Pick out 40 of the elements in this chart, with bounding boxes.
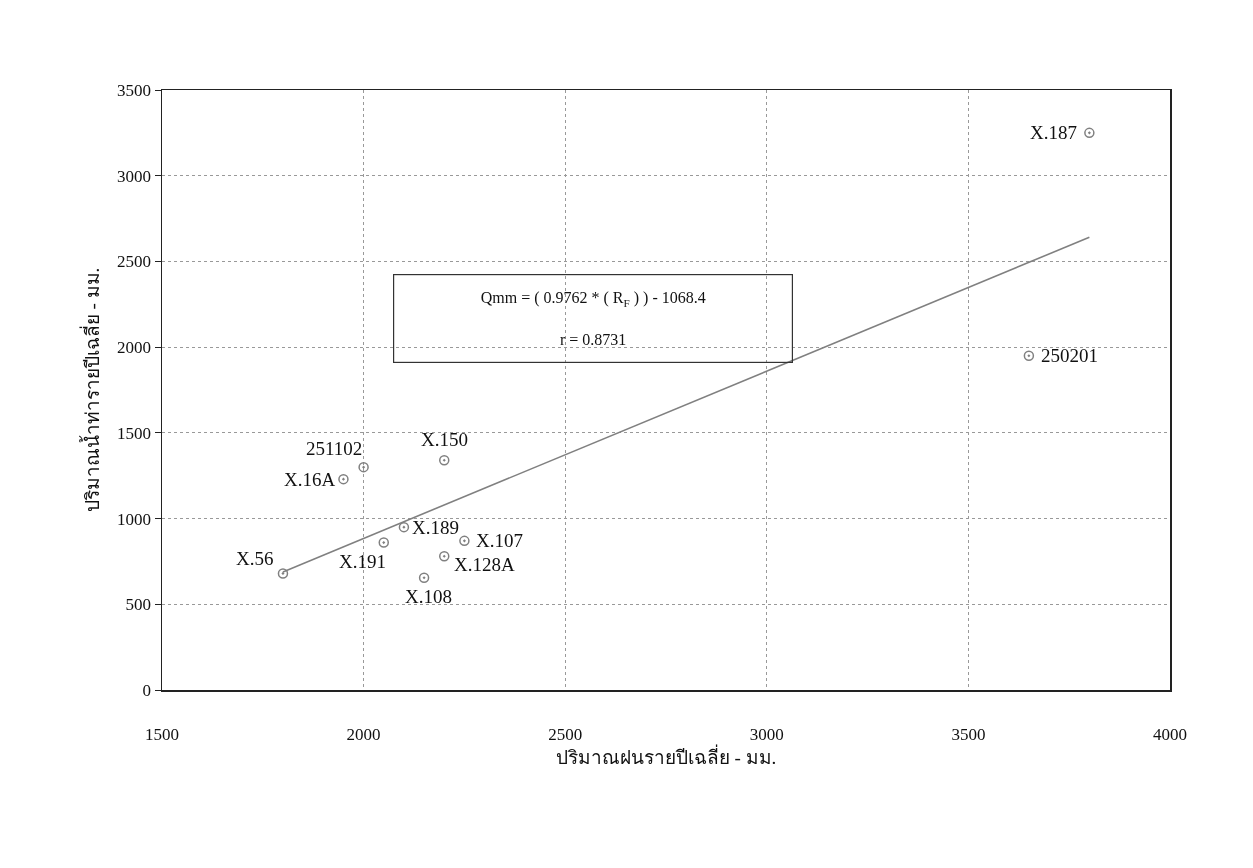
annotation: X.150 bbox=[421, 429, 468, 450]
point bbox=[418, 572, 430, 583]
y-tick-label: 3000 bbox=[117, 166, 152, 186]
annotation: X.128A bbox=[454, 554, 515, 575]
point bbox=[1023, 350, 1035, 361]
annotation: X.108 bbox=[405, 586, 452, 607]
point bbox=[1084, 127, 1095, 139]
annotation: X.189 bbox=[412, 517, 459, 538]
annotation: X.16A bbox=[284, 469, 336, 490]
x-tick-label: 4000 bbox=[1153, 724, 1187, 744]
point bbox=[438, 455, 450, 466]
point bbox=[277, 568, 289, 579]
annotation: X.56 bbox=[236, 548, 274, 569]
point bbox=[459, 535, 470, 547]
point bbox=[338, 473, 349, 485]
point bbox=[378, 537, 390, 548]
y-tick-label: 2500 bbox=[117, 252, 152, 272]
y-tick-label: 1500 bbox=[117, 423, 152, 443]
x-tick-label: 2000 bbox=[346, 724, 381, 744]
annotation: r = 0.8731 bbox=[560, 330, 627, 348]
x-tick-label: 3500 bbox=[951, 724, 986, 744]
annotation: 250201 bbox=[1041, 345, 1098, 366]
y-tick-label: 0 bbox=[142, 680, 152, 700]
annotation: X.187 bbox=[1030, 122, 1077, 143]
y-tick-label: 1000 bbox=[117, 509, 152, 529]
y-axis-title: ปริมาณน้ำท่ารายปีเฉลี่ย - มม. bbox=[79, 267, 104, 513]
point bbox=[398, 521, 410, 533]
annotation: Qmm = ( 0.9762 * ( R$_{F}$ ) ) - 1068.4 bbox=[480, 289, 706, 309]
point bbox=[358, 461, 369, 473]
y-tick-label: 500 bbox=[125, 595, 152, 615]
point bbox=[438, 551, 450, 562]
annotation: X.191 bbox=[339, 551, 386, 572]
x-tick-label: 1500 bbox=[145, 724, 179, 744]
y-tick-label: 3500 bbox=[117, 80, 152, 100]
x-axis-title: ปริมาณฝนรายปีเฉลี่ย - มม. bbox=[555, 744, 777, 769]
annotation: X.107 bbox=[476, 530, 523, 551]
annotation: 251102 bbox=[306, 438, 363, 459]
x-tick-label: 3000 bbox=[749, 724, 784, 744]
x-tick-label: 2500 bbox=[548, 724, 583, 744]
y-tick-label: 2000 bbox=[117, 338, 152, 358]
